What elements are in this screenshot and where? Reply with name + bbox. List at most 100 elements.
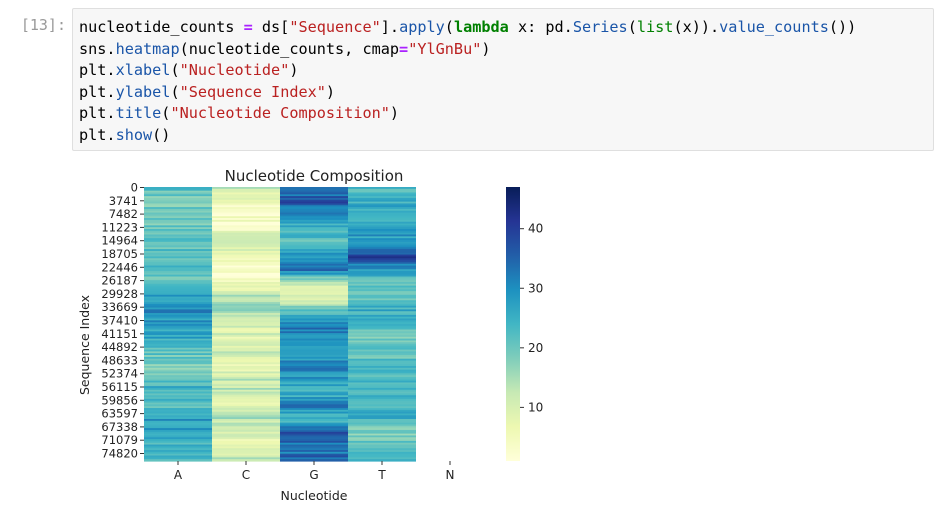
heatmap-cell — [348, 212, 416, 215]
heatmap-cell — [144, 424, 212, 427]
heatmap-cell — [280, 272, 348, 276]
heatmap-cell — [144, 265, 212, 268]
heatmap-cell — [280, 404, 348, 407]
heatmap-cell — [348, 442, 416, 446]
heatmap-cell — [144, 298, 212, 301]
heatmap-cell — [144, 369, 212, 373]
heatmap-cell — [280, 417, 348, 420]
code-cell-editor[interactable]: nucleotide_counts = ds["Sequence"].apply… — [72, 8, 934, 151]
x-tick-label: N — [446, 468, 455, 482]
heatmap-cell — [212, 245, 280, 248]
heatmap-cell — [212, 190, 280, 194]
x-tick-label: A — [174, 468, 183, 482]
heatmap-cell — [212, 256, 280, 259]
heatmap-cell — [212, 356, 280, 360]
heatmap-cell — [144, 397, 212, 400]
heatmap-cell — [144, 450, 212, 453]
heatmap-cell — [144, 402, 212, 405]
heatmap-cell — [280, 314, 348, 318]
heatmap-cell — [212, 305, 280, 309]
heatmap-cell — [348, 221, 416, 225]
heatmap-cell — [144, 278, 212, 281]
heatmap-cell — [212, 325, 280, 329]
heatmap-cell — [144, 276, 212, 279]
heatmap-cell — [280, 334, 348, 338]
heatmap-cell — [144, 349, 212, 352]
heatmap-cell — [144, 274, 212, 278]
y-axis-label: Sequence Index — [77, 295, 92, 395]
heatmap-cell — [144, 196, 212, 199]
heatmap-cell — [144, 225, 212, 228]
heatmap-cell — [280, 292, 348, 296]
heatmap-cell — [212, 336, 280, 340]
heatmap-cell — [212, 426, 280, 429]
heatmap-cell — [280, 322, 348, 325]
heatmap-cell — [348, 358, 416, 362]
heatmap-cell — [348, 187, 416, 190]
heatmap-cell — [212, 187, 280, 190]
heatmap-cell — [144, 355, 212, 358]
heatmap-cell — [144, 314, 212, 318]
heatmap-cell — [212, 334, 280, 338]
heatmap-cell — [348, 243, 416, 247]
heatmap-cell — [212, 355, 280, 358]
heatmap-cell — [280, 305, 348, 309]
heatmap-cell — [348, 238, 416, 241]
heatmap-cell — [144, 258, 212, 261]
heatmap-cell — [144, 373, 212, 376]
heatmap-cell — [144, 413, 212, 416]
heatmap-cell — [348, 289, 416, 292]
heatmap-cell — [212, 207, 280, 210]
heatmap-cell — [144, 261, 212, 265]
heatmap-cell — [144, 291, 212, 294]
heatmap-cell — [144, 455, 212, 458]
heatmap-cell — [280, 382, 348, 385]
heatmap-cell — [144, 309, 212, 312]
heatmap-cell — [280, 280, 348, 283]
y-tick-label: 44892 — [101, 340, 138, 354]
heatmap-cell — [348, 376, 416, 380]
heatmap-cell — [348, 353, 416, 356]
heatmap-cell — [212, 205, 280, 208]
heatmap-cell — [144, 338, 212, 342]
y-tick-label: 7482 — [109, 207, 138, 221]
heatmap-cell — [280, 188, 348, 192]
heatmap-cell — [144, 205, 212, 208]
heatmap-cell — [144, 216, 212, 219]
heatmap-cell — [212, 203, 280, 206]
heatmap-cell — [212, 406, 280, 409]
heatmap-cell — [280, 418, 348, 422]
heatmap-cell — [144, 249, 212, 252]
y-tick-label: 56115 — [101, 380, 138, 394]
heatmap-cell — [144, 448, 212, 451]
heatmap-cell — [144, 245, 212, 248]
heatmap-cell — [144, 364, 212, 367]
heatmap-cell — [144, 420, 212, 424]
heatmap-cell — [280, 448, 348, 451]
heatmap-cell — [212, 364, 280, 367]
heatmap-cell — [280, 256, 348, 259]
heatmap-cell — [348, 384, 416, 387]
heatmap-cell — [144, 241, 212, 245]
heatmap-cell — [348, 313, 416, 316]
heatmap-cell — [348, 404, 416, 407]
heatmap-cell — [212, 375, 280, 378]
heatmap-cell — [348, 459, 416, 462]
heatmap-cell — [212, 214, 280, 217]
heatmap-cell — [144, 263, 212, 267]
heatmap-cell — [144, 387, 212, 391]
code-text[interactable]: nucleotide_counts = ds["Sequence"].apply… — [79, 18, 857, 144]
x-tick-label: T — [377, 468, 386, 482]
heatmap-cell — [144, 393, 212, 396]
heatmap-cell — [348, 333, 416, 336]
heatmap-cell — [212, 250, 280, 254]
heatmap-cell — [144, 422, 212, 426]
heatmap-cell — [348, 450, 416, 453]
heatmap-cell — [280, 446, 348, 449]
heatmap-cell — [348, 342, 416, 345]
heatmap-cell — [348, 194, 416, 197]
heatmap-cell — [348, 294, 416, 298]
heatmap-cell — [212, 420, 280, 424]
heatmap-cell — [144, 395, 212, 398]
heatmap-cell — [212, 303, 280, 307]
